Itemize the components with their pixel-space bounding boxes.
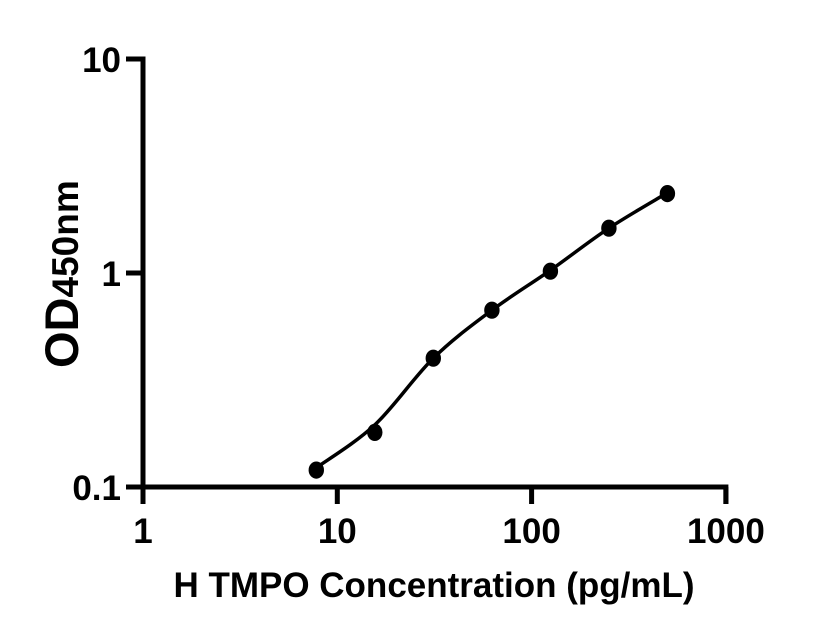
x-tick-label: 1 bbox=[133, 512, 152, 551]
plot-layer bbox=[308, 185, 676, 479]
fit-curve-line bbox=[314, 191, 670, 470]
y-tick-label: 0.1 bbox=[72, 469, 121, 508]
axis-spine bbox=[126, 56, 729, 504]
axes-layer: 0.1 1 10 1 10 100 1000 bbox=[72, 41, 764, 551]
data-point-marker bbox=[542, 262, 559, 280]
y-tick-label: 10 bbox=[82, 41, 121, 80]
label-layer: H TMPO Concentration (pg/mL) OD450nm bbox=[35, 180, 695, 605]
data-point-marker bbox=[308, 461, 324, 479]
x-axis-title: H TMPO Concentration (pg/mL) bbox=[173, 566, 694, 605]
x-tick-label: 10 bbox=[318, 512, 357, 551]
y-axis-title-main: OD bbox=[35, 298, 88, 369]
y-axis-title: OD450nm bbox=[35, 180, 88, 368]
y-axis-title-sub: 450nm bbox=[45, 180, 86, 297]
data-point-marker bbox=[601, 219, 617, 237]
data-point-marker bbox=[484, 301, 500, 319]
x-tick-label: 1000 bbox=[687, 512, 765, 551]
y-tick-label: 1 bbox=[102, 255, 121, 294]
data-point-marker bbox=[367, 423, 383, 441]
data-point-marker bbox=[425, 349, 441, 367]
data-point-marker bbox=[659, 185, 676, 203]
x-tick-label: 100 bbox=[502, 512, 560, 551]
